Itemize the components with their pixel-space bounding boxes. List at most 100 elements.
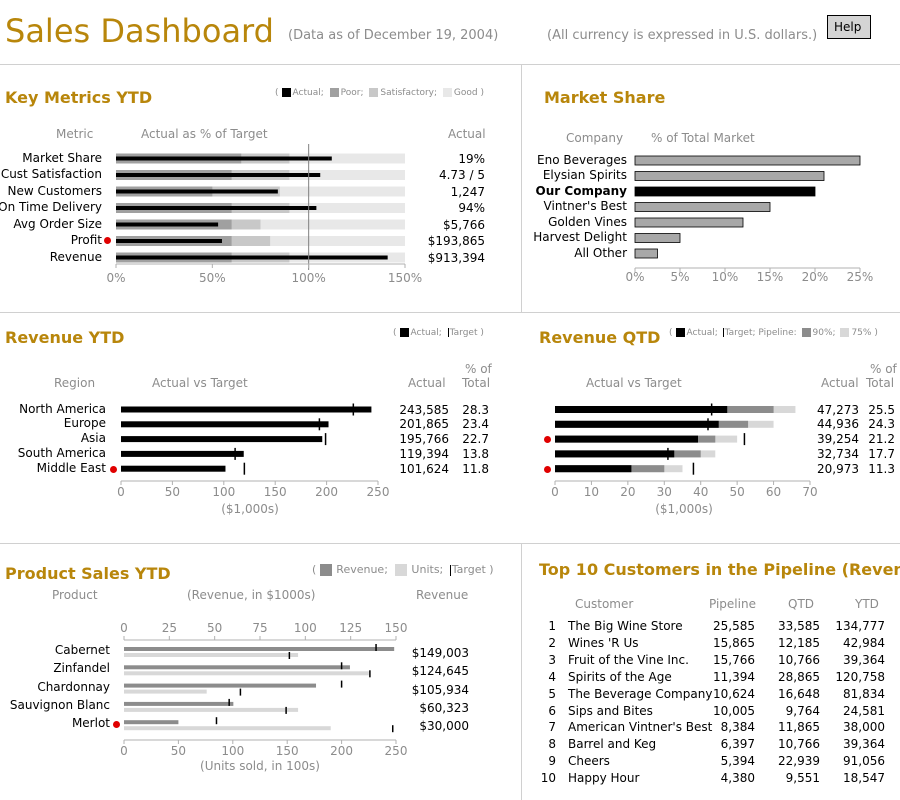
- ps-legend-units: Units;: [411, 563, 444, 576]
- customer-qtd: 11,865: [778, 720, 820, 735]
- revenue-qtd-tick-label: 60: [766, 485, 781, 499]
- customer-rank: 6: [548, 703, 556, 718]
- col-rev-unit: (Revenue, in $1000s): [187, 588, 316, 602]
- metric-actual-value: $193,865: [427, 234, 485, 248]
- product-sales-legend: (Revenue; Units; Target ): [312, 563, 494, 576]
- customer-name: The Beverage Company: [568, 686, 713, 701]
- product-label: Zinfandel: [53, 661, 110, 676]
- market-share-chart: 0% 5% 10% 15% 20% 25%: [625, 155, 873, 284]
- revenue-qtd-chart: 0 10 20 30 40 50 60 70 ($1,000s): [551, 403, 818, 516]
- qtd-actual-value: 47,273: [817, 402, 859, 417]
- company-label: Golden Vines: [548, 214, 627, 229]
- ps-legend-target-swatch: [449, 564, 451, 576]
- qtd-actual-bar: [555, 465, 632, 473]
- qtd-pct-value: 17.7: [868, 446, 895, 461]
- metric-actual-value: 1,247: [450, 184, 485, 199]
- metric-tick-label: 0%: [106, 271, 125, 285]
- col-region: Region: [54, 376, 96, 390]
- customer-ytd: 18,547: [843, 771, 885, 786]
- customer-name: Fruit of the Vine Inc.: [568, 652, 689, 667]
- product-revenue-value: $60,323: [419, 700, 469, 715]
- customer-pipeline: 10,005: [713, 703, 755, 718]
- col-metric: Metric: [56, 127, 94, 141]
- qtd-pct-value: 24.3: [868, 417, 895, 432]
- col-pct-total-2: Total: [462, 376, 491, 390]
- market-share-tick-label: 20%: [802, 270, 829, 284]
- divider-v2: [521, 543, 522, 800]
- help-button[interactable]: Help: [827, 15, 871, 39]
- rq-legend-actual-swatch: [675, 328, 685, 337]
- customer-qtd: 28,865: [778, 669, 820, 684]
- product-bottom-tick-label: 200: [330, 744, 353, 758]
- customer-ytd: 81,834: [843, 686, 885, 701]
- product-bottom-tick-label: 100: [221, 744, 244, 758]
- company-label: Elysian Spirits: [542, 168, 627, 182]
- col-revenue: Revenue: [416, 588, 469, 602]
- col-company: Company: [566, 131, 624, 145]
- customer-qtd: 9,764: [785, 703, 820, 718]
- qtd-pct-value: 11.3: [868, 461, 895, 476]
- qtd-actual-bar: [555, 450, 675, 458]
- product-units-bar: [124, 671, 369, 676]
- col-actual: Actual: [448, 127, 486, 141]
- region-label: Europe: [63, 416, 106, 431]
- revenue-ytd-axis-label: ($1,000s): [221, 502, 279, 516]
- metric-tick-label: 100%: [292, 271, 326, 285]
- revenue-ytd-tick-label: 50: [165, 485, 180, 499]
- customer-qtd: 12,185: [778, 635, 820, 650]
- customer-ytd: 91,056: [843, 754, 885, 769]
- metric-actual-bar: [116, 255, 388, 260]
- top-customers-title: Top 10 Customers in the Pipeline (Revenu…: [539, 560, 900, 579]
- customer-name: Barrel and Keg: [568, 737, 657, 752]
- key-metrics-title: Key Metrics YTD: [5, 88, 153, 107]
- revenue-qtd-tick-label: 10: [584, 485, 599, 499]
- product-units-bar: [124, 707, 299, 712]
- legend-poor-swatch: [329, 88, 339, 97]
- rq-legend-90: 90%;: [812, 328, 836, 338]
- rq-legend-actual: Actual;: [686, 328, 718, 338]
- col-avt-qtd: Actual vs Target: [586, 376, 682, 390]
- customer-ytd: 134,777: [835, 619, 885, 633]
- region-pct-value: 13.8: [462, 446, 489, 461]
- product-bottom-tick-label: 0: [120, 744, 128, 758]
- col-actual: Actual: [408, 376, 446, 390]
- customer-qtd: 10,766: [778, 652, 820, 667]
- revenue-ytd-tick-label: 200: [315, 485, 338, 499]
- region-label: Middle East: [36, 460, 106, 475]
- revenue-qtd-legend: (Actual; Target; Pipeline: 90%; 75% ): [669, 328, 878, 338]
- product-label: Sauvignon Blanc: [9, 697, 110, 712]
- customer-pipeline: 5,394: [720, 754, 755, 769]
- key-metrics-chart: 0% 50% 100% 150%: [106, 144, 422, 285]
- customer-rank: 2: [548, 635, 556, 650]
- date-note: (Data as of December 19, 2004): [288, 28, 499, 43]
- market-share-tick-label: 5%: [670, 270, 689, 284]
- product-bottom-axis-label: (Units sold, in 100s): [200, 759, 320, 773]
- product-revenue-bar: [124, 701, 234, 706]
- product-top-tick-label: 50: [207, 621, 222, 635]
- company-label: All Other: [574, 245, 627, 260]
- product-revenue-value: $124,645: [411, 664, 469, 679]
- revenue-ytd-tick-label: 100: [212, 485, 235, 499]
- legend-good-swatch: [442, 88, 452, 97]
- customer-rank: 3: [548, 652, 556, 667]
- alert-dot: [104, 237, 111, 244]
- qtd-actual-bar: [555, 435, 698, 443]
- customer-qtd: 9,551: [785, 771, 820, 786]
- qtd-actual-value: 32,734: [817, 446, 859, 461]
- company-label: Harvest Delight: [533, 230, 627, 244]
- customer-rank: 7: [548, 720, 556, 735]
- market-share-title: Market Share: [544, 88, 666, 107]
- col-actual-pct: Actual as % of Target: [141, 127, 268, 141]
- customer-ytd: 38,000: [843, 720, 885, 735]
- customer-name: Wines 'R Us: [568, 635, 639, 650]
- customer-name: The Big Wine Store: [568, 619, 683, 633]
- region-actual-value: 243,585: [399, 402, 449, 417]
- legend-poor: Poor;: [340, 88, 364, 98]
- qtd-actual-value: 39,254: [817, 432, 859, 447]
- metric-tick-label: 50%: [199, 271, 226, 285]
- product-revenue-bar: [124, 720, 179, 725]
- rq-legend-90-swatch: [801, 328, 811, 337]
- customer-pipeline: 8,384: [720, 720, 755, 735]
- revenue-qtd-tick-label: 40: [693, 485, 708, 499]
- region-actual-value: 119,394: [399, 446, 449, 461]
